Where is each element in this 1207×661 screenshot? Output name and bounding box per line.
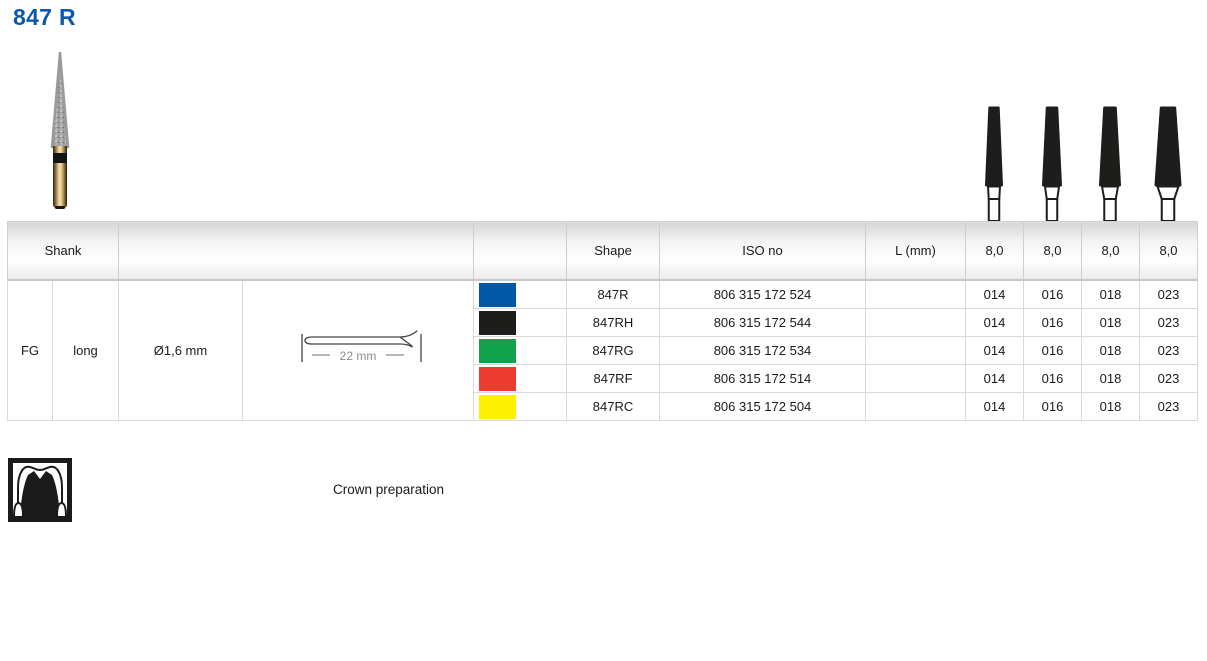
product-spec-table: Shank Shape ISO no L (mm) 8,0 8,0 8,0 8,… [7, 221, 1198, 421]
header-shank: Shank [7, 221, 119, 281]
header-head-length-4: 8,0 [1139, 221, 1198, 281]
size-cell: 018 [1081, 392, 1140, 421]
size-cell: 023 [1139, 364, 1198, 393]
header-iso-no: ISO no [659, 221, 866, 281]
color-code-cell [473, 392, 567, 421]
iso-cell: 806 315 172 504 [659, 392, 866, 421]
shank-diameter-cell: Ø1,6 mm [118, 279, 243, 421]
size-cell: 014 [965, 279, 1024, 309]
shape-cell: 847RC [566, 392, 660, 421]
shape-cell: 847RF [566, 364, 660, 393]
page-title: 847 R [13, 4, 76, 30]
grit-color-swatch-blue [479, 282, 516, 307]
bur-silhouette-icon-014 [985, 106, 1003, 222]
iso-cell: 806 315 172 534 [659, 336, 866, 365]
size-cell: 014 [965, 392, 1024, 421]
table-row: 847RC 806 315 172 504 014 016 018 023 [8, 392, 1198, 421]
iso-cell: 806 315 172 544 [659, 308, 866, 337]
size-cell: 023 [1139, 308, 1198, 337]
size-cell: 016 [1023, 364, 1082, 393]
header-head-length-3: 8,0 [1081, 221, 1140, 281]
shank-length-label: 22 mm [340, 349, 377, 363]
size-cell: 016 [1023, 308, 1082, 337]
size-cell: 014 [965, 336, 1024, 365]
color-code-cell [473, 279, 567, 309]
table-row: 847RF 806 315 172 514 014 016 018 023 [8, 364, 1198, 393]
size-cell: 016 [1023, 392, 1082, 421]
l-mm-cell [865, 336, 966, 365]
l-mm-cell [865, 279, 966, 309]
l-mm-cell [865, 392, 966, 421]
size-cell: 014 [965, 308, 1024, 337]
color-code-cell [473, 308, 567, 337]
grit-color-swatch-yellow [479, 394, 516, 419]
header-empty-color [473, 221, 567, 281]
indication-label: Crown preparation [333, 482, 445, 497]
shape-cell: 847RH [566, 308, 660, 337]
iso-cell: 806 315 172 524 [659, 279, 866, 309]
size-cell: 018 [1081, 364, 1140, 393]
shank-type-cell: FG [7, 279, 53, 421]
header-head-length-2: 8,0 [1023, 221, 1082, 281]
crown-preparation-icon [8, 458, 72, 522]
diamond-tip [50, 51, 70, 149]
l-mm-cell [865, 364, 966, 393]
header-head-length-1: 8,0 [965, 221, 1024, 281]
shape-cell: 847R [566, 279, 660, 309]
size-cell: 016 [1023, 279, 1082, 309]
grit-color-swatch-red [479, 366, 516, 391]
bur-silhouette-icon-018 [1099, 106, 1121, 222]
color-code-cell [473, 336, 567, 365]
size-cell: 023 [1139, 279, 1198, 309]
diamond-bur-photo [50, 51, 70, 209]
header-shape: Shape [566, 221, 660, 281]
size-cell: 023 [1139, 392, 1198, 421]
bur-silhouette-icon-023 [1154, 106, 1182, 222]
shank-dimension-diagram-cell: 22 mm [242, 279, 474, 421]
size-cell: 023 [1139, 336, 1198, 365]
table-row: FG long Ø1,6 mm 22 mm 847R 806 315 172 5… [7, 279, 1198, 421]
table-header-row: Shank Shape ISO no L (mm) 8,0 8,0 8,0 8,… [7, 221, 1198, 281]
shank-color-band [53, 153, 67, 163]
grit-color-swatch-black [479, 310, 516, 335]
shank-bottom [55, 206, 65, 209]
size-cell: 018 [1081, 279, 1140, 309]
grit-color-swatch-green [479, 338, 516, 363]
shape-cell: 847RG [566, 336, 660, 365]
shank-length-cell: long [52, 279, 119, 421]
shank-dimension-diagram: 22 mm [301, 329, 422, 363]
bur-silhouette-icon-016 [1042, 106, 1062, 222]
size-cell: 018 [1081, 308, 1140, 337]
size-cell: 016 [1023, 336, 1082, 365]
header-l-mm: L (mm) [865, 221, 966, 281]
iso-cell: 806 315 172 514 [659, 364, 866, 393]
l-mm-cell [865, 308, 966, 337]
size-cell: 018 [1081, 336, 1140, 365]
table-row: 847RG 806 315 172 534 014 016 018 023 [8, 336, 1198, 365]
size-cell: 014 [965, 364, 1024, 393]
color-code-cell [473, 364, 567, 393]
header-empty-specs [118, 221, 474, 281]
